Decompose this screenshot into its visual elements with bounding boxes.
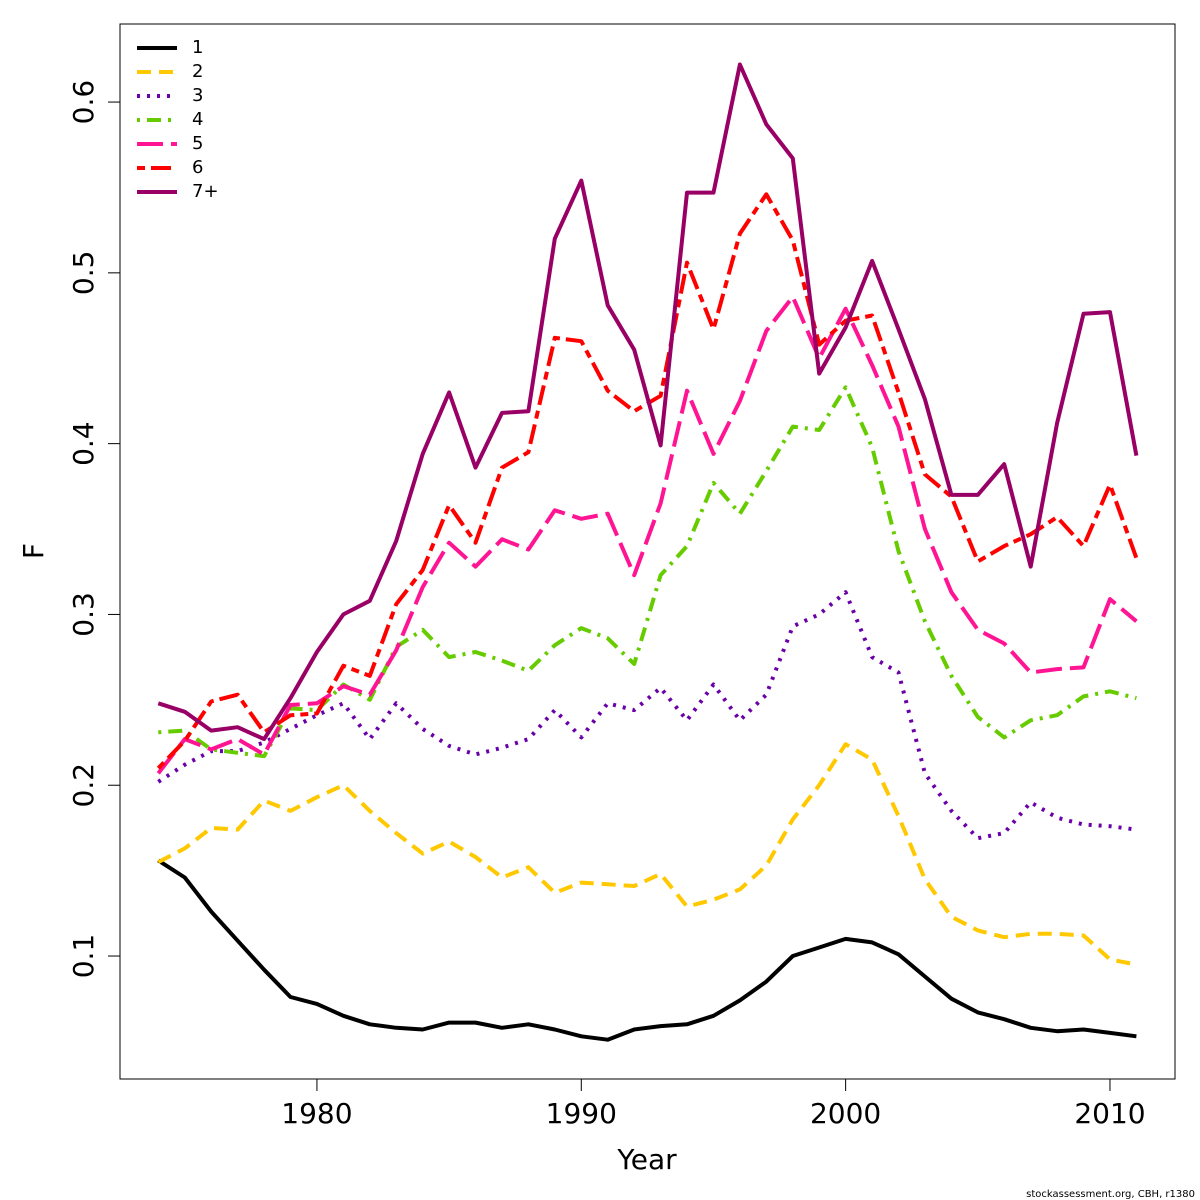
legend-label: 2: [192, 61, 203, 82]
series-line: [157, 858, 1137, 1042]
legend-label: 5: [192, 133, 203, 154]
footer: stockassessment.org, CBH, r1380: [1026, 1189, 1195, 1200]
x-axis-title: Year: [616, 1143, 677, 1176]
y-tick-label: 0.2: [67, 763, 100, 808]
x-tick-label: 1980: [281, 1097, 352, 1130]
legend-label: 1: [192, 37, 203, 58]
y-axis-title: F: [17, 543, 50, 559]
y-tick-label: 0.6: [67, 80, 100, 125]
series-line: [157, 742, 1137, 967]
y-tick-label: 0.5: [67, 251, 100, 296]
y-tick-label: 0.3: [67, 592, 100, 637]
x-tick-label: 2000: [810, 1097, 881, 1130]
legend-label: 3: [192, 85, 203, 106]
plot-frame: [119, 23, 1176, 1080]
series-line: [156, 294, 1138, 775]
legend-label: 6: [192, 157, 203, 178]
series-line: [157, 62, 1139, 742]
legend-label: 4: [192, 109, 203, 130]
x-tick-label: 1990: [546, 1097, 617, 1130]
y-tick-label: 0.1: [67, 934, 100, 979]
series-line: [158, 385, 1137, 759]
x-tick-label: 2010: [1074, 1097, 1145, 1130]
legend-label: 7+: [192, 181, 219, 202]
y-tick-label: 0.4: [67, 421, 100, 466]
